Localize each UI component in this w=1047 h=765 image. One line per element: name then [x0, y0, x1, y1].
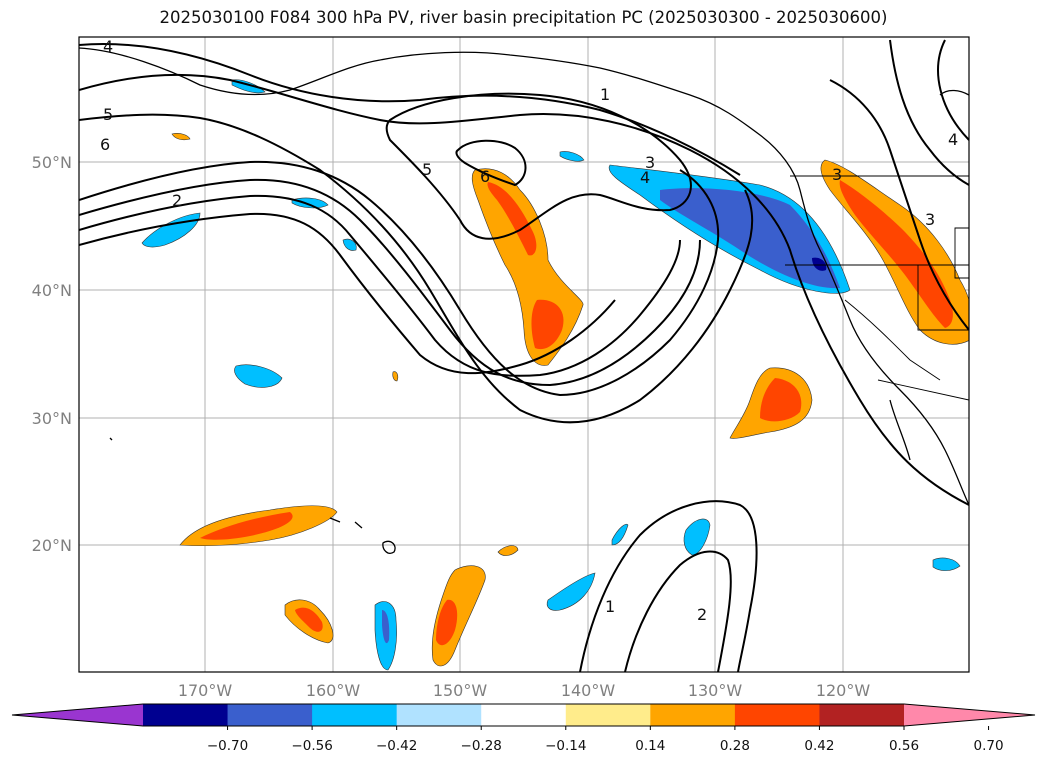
contour-label: 3	[925, 210, 935, 229]
precipitation-shading	[141, 79, 969, 671]
colorbar-tick-label: 0.70	[974, 738, 1004, 754]
colorbar-swatch	[396, 704, 482, 726]
negative-anomaly-s3	[611, 523, 629, 546]
colorbar-tick-label: 0.56	[889, 738, 919, 754]
colorbar-swatch	[819, 704, 905, 726]
page-title: 2025030100 F084 300 hPa PV, river basin …	[159, 8, 888, 27]
negative-anomaly-s1-core	[382, 610, 390, 644]
positive-anomaly-central	[471, 168, 584, 366]
negative-anomaly-w2	[291, 197, 329, 209]
contour-label: 3	[832, 165, 842, 184]
positive-anomaly-south-1-core	[295, 607, 323, 632]
lat-label-40: 40°N	[32, 281, 72, 300]
positive-anomaly-small-2	[392, 371, 399, 382]
lon-label-160w: 160°W	[306, 681, 361, 700]
negative-anomaly-w1	[141, 212, 201, 248]
colorbar-swatch	[227, 704, 313, 726]
colorbar-tick-label: −0.42	[376, 738, 417, 754]
map-frame	[78, 36, 970, 673]
colorbar-tick-label: 0.14	[635, 738, 665, 754]
contour-label: 5	[422, 160, 432, 179]
lon-label-150w: 150°W	[433, 681, 488, 700]
positive-anomaly-central-core	[487, 182, 537, 256]
longitude-labels: 170°W 160°W 150°W 140°W 130°W 120°W	[178, 681, 871, 700]
lat-label-50: 50°N	[32, 153, 72, 172]
negative-anomaly-nw-max	[812, 257, 827, 271]
contour-label: 2	[697, 605, 707, 624]
colorbar-tick-label: 0.42	[804, 738, 834, 754]
positive-anomaly-east-core	[760, 378, 802, 422]
contour-label: 3	[645, 153, 655, 172]
colorbar-extend-low	[12, 704, 143, 726]
colorbar-tick-label: −0.28	[461, 738, 502, 754]
lon-label-130w: 130°W	[688, 681, 743, 700]
contour-label: 4	[948, 130, 958, 149]
colorbar-extend-high	[904, 704, 1035, 726]
positive-anomaly-small-1	[171, 133, 191, 141]
contour-label: 1	[600, 85, 610, 104]
negative-anomaly-n1	[559, 151, 585, 162]
colorbar-swatch	[565, 704, 651, 726]
colorbar-swatch	[734, 704, 820, 726]
negative-anomaly-s2	[546, 572, 596, 611]
negative-anomaly-w3	[234, 364, 283, 388]
colorbar-swatch	[312, 704, 398, 726]
graticule	[79, 37, 969, 672]
map-area: 4 5 6 2 5 6 1 3 4 3 3 4 1 2	[79, 37, 969, 672]
colorbar-tick-label: −0.56	[291, 738, 332, 754]
contour-label: 4	[640, 168, 650, 187]
positive-anomaly-central-core2	[531, 299, 564, 350]
negative-anomaly-se	[932, 557, 961, 571]
colorbar-tick-label: −0.14	[545, 738, 586, 754]
lat-label-20: 20°N	[32, 536, 72, 555]
lon-label-120w: 120°W	[816, 681, 871, 700]
colorbar: −0.70 −0.56 −0.42 −0.28 −0.14 0.14 0.28 0.42 0.5…	[11, 703, 1036, 754]
colorbar-tick-label: 0.28	[720, 738, 750, 754]
negative-anomaly-w4	[342, 238, 357, 251]
latitude-labels: 50°N 40°N 30°N 20°N	[32, 153, 72, 555]
positive-anomaly-hawaii-core	[200, 512, 293, 540]
lat-label-30: 30°N	[32, 409, 72, 428]
positive-anomaly-south-2-core	[436, 599, 458, 646]
contour-label: 1	[605, 597, 615, 616]
positive-anomaly-inland-core	[839, 180, 953, 328]
lon-label-140w: 140°W	[561, 681, 616, 700]
colorbar-tick-label: −0.70	[207, 738, 248, 754]
contour-label: 6	[100, 135, 110, 154]
contour-label: 5	[103, 105, 113, 124]
negative-anomaly-s4	[683, 518, 711, 556]
colorbar-swatch	[143, 704, 229, 726]
colorbar-swatch	[650, 704, 736, 726]
political-boundaries	[785, 175, 969, 401]
colorbar-outline	[11, 703, 1036, 727]
pv-contours	[79, 39, 969, 672]
contour-label: 6	[480, 167, 490, 186]
contour-label: 2	[172, 191, 182, 210]
contour-labels: 4 5 6 2 5 6 1 3 4 3 3 4 1 2	[100, 37, 958, 624]
positive-anomaly-south-3	[497, 545, 519, 556]
colorbar-swatch	[481, 704, 567, 726]
lon-label-170w: 170°W	[178, 681, 233, 700]
contour-label: 4	[103, 37, 113, 56]
